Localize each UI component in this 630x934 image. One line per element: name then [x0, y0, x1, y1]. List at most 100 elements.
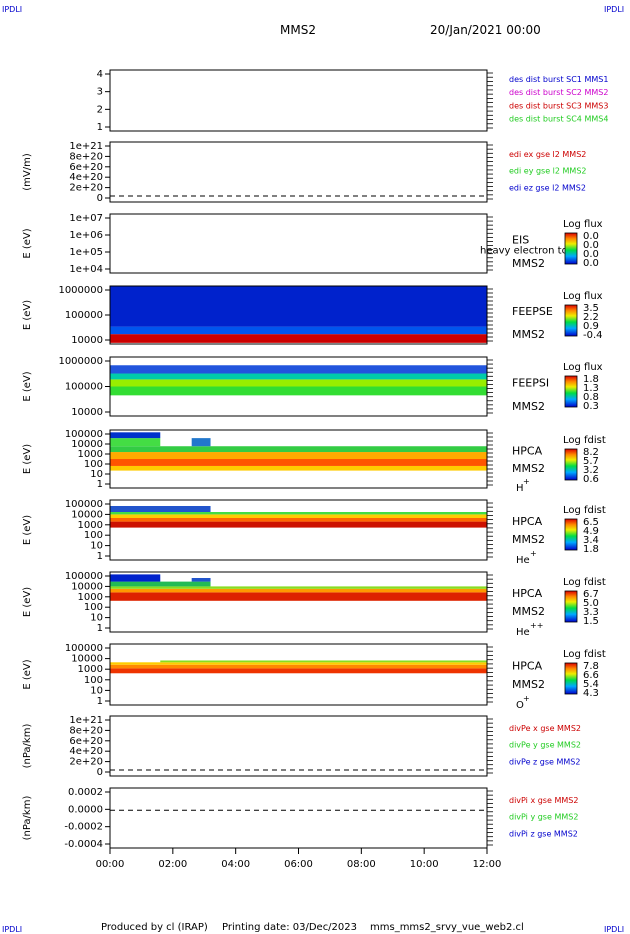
- panel-hpca_o-colorbar: [564, 662, 578, 695]
- panel-hpca_he1-colorbar-tick-3: 1.8: [583, 544, 599, 555]
- panel-hpca_he1-ytick-label-3: 100: [84, 530, 103, 541]
- footer-produced-by: Produced by cl (IRAP): [101, 922, 208, 933]
- panel-hpca_he1-ylabel: E (eV): [22, 515, 33, 545]
- panel-hpca_o-species: O: [516, 700, 524, 711]
- panel-hpca_o-band-1: [110, 664, 487, 669]
- panel-hpca_o-ylabel: E (eV): [22, 659, 33, 689]
- panel-divpe-legend-2: divPe z gse MMS2: [509, 757, 580, 766]
- panel-hpca_o-instrument: HPCA: [512, 660, 543, 673]
- footer-script-name: mms_mms2_srvy_vue_web2.cl: [370, 922, 524, 933]
- panel-eis-colorbar-tick-2: 0.0: [583, 249, 599, 260]
- panel-divpi-ytick-label-3: -0.0004: [64, 839, 103, 850]
- panel-divpe-frame: [109, 715, 488, 777]
- panel-edi-ytick-label-0: 1e+21: [69, 141, 103, 152]
- panel-hpca_he2-species-charge: ++: [530, 621, 543, 630]
- panel-hpca_o-ytick-label-4: 10: [90, 685, 103, 696]
- panel-feepse-ytick-label-2: 10000: [71, 335, 103, 346]
- panel-edi-legend-1: edi ey gse l2 MMS2: [509, 167, 587, 176]
- panel-hpca_he2-colorbar-tick-1: 5.0: [583, 598, 599, 609]
- panel-divpe-ytick-label-0: 1e+21: [69, 715, 103, 726]
- panel-eis-frame: [109, 213, 488, 274]
- panel-eis-ytick-label-2: 1e+05: [69, 247, 103, 258]
- panel-divpe-ytick-label-4: 2e+20: [69, 757, 103, 768]
- panel-burst-legend-3: des dist burst SC4 MMS4: [509, 115, 608, 124]
- panel-hpca_he2-ytick-label-3: 100: [84, 602, 103, 613]
- panel-burst-ytick-label-3: 1: [97, 122, 103, 133]
- panel-divpe-ytick-label-1: 8e+20: [69, 725, 103, 736]
- panel-hpca_h-ylabel: E (eV): [22, 444, 33, 474]
- panel-edi-legend-2: edi ez gse l2 MMS2: [509, 183, 586, 192]
- x-tick-label-4: 08:00: [347, 859, 376, 870]
- panel-eis-ytick-label-1: 1e+06: [69, 230, 103, 241]
- panel-hpca_he1-ytick-label-4: 10: [90, 541, 103, 552]
- panel-hpca_o-ytick-label-3: 100: [84, 675, 103, 686]
- panel-eis-ytick-label-0: 1e+07: [69, 213, 103, 224]
- panel-feepsi-colorbar-tick-0: 1.8: [583, 374, 599, 385]
- panel-eis-overlay: heavy electron to: [480, 246, 568, 257]
- panel-divpe-legend-1: divPe y gse MMS2: [509, 741, 581, 750]
- panel-hpca_he1-colorbar: [564, 518, 578, 551]
- panel-hpca_he2-ytick-label-2: 1000: [78, 592, 103, 603]
- panel-edi-ytick-label-5: 0: [97, 193, 103, 204]
- panel-burst-frame: [109, 69, 488, 132]
- panel-hpca_h-colorbar-tick-1: 5.7: [583, 456, 599, 467]
- panel-hpca_he1-species-charge: +: [530, 549, 537, 558]
- panel-feepsi-colorbar-tick-2: 0.8: [583, 392, 599, 403]
- panel-hpca_h-band-6: [191, 438, 211, 447]
- panel-hpca_he1-spacecraft: MMS2: [512, 533, 545, 546]
- panel-divpi-ytick-label-1: 0.0000: [68, 804, 103, 815]
- panel-hpca_h-ytick-label-0: 100000: [65, 429, 103, 440]
- corner-label-bottom-right: IPDLI: [604, 925, 624, 934]
- panel-hpca_he1-colorbar-tick-1: 4.9: [583, 526, 599, 537]
- panel-hpca_h-colorbar-tick-3: 0.6: [583, 474, 599, 485]
- time-axis: 00:00 02:00 04:00 06:00 08:00 10:00 12:00: [96, 848, 502, 870]
- panel-hpca_h-colorbar-title: Log fdist: [563, 435, 606, 446]
- panel-hpca_h-species-charge: +: [523, 477, 530, 486]
- panel-hpca_he2-colorbar-tick-0: 6.7: [583, 589, 599, 600]
- panel-hpca_he1-ytick-label-1: 10000: [71, 509, 103, 520]
- panel-hpca_h-ytick-label-1: 10000: [71, 439, 103, 450]
- panel-eis-colorbar-tick-3: 0.0: [583, 258, 599, 269]
- panel-feepse: 1000000 100000 10000 E (eV) FEEPSE MMS2 Log fl…: [22, 285, 603, 346]
- panel-divpe-legend-0: divPe x gse MMS2: [509, 724, 581, 733]
- panel-hpca_h-colorbar-tick-0: 8.2: [583, 447, 599, 458]
- panel-divpi-ytick-label-0: 0.0002: [68, 787, 103, 798]
- panel-hpca_h-ytick-label-5: 1: [97, 479, 103, 490]
- panel-divpe-ylabel: (nPa/km): [22, 724, 33, 769]
- panel-eis-spacecraft: MMS2: [512, 257, 545, 270]
- corner-label-bottom-left: IPDLI: [2, 925, 22, 934]
- panel-edi-ytick-label-2: 6e+20: [69, 162, 103, 173]
- panel-eis-colorbar-tick-0: 0.0: [583, 231, 599, 242]
- panel-feepsi: 1000000 100000 10000 E (eV) FEEPSI MMS2 Log fl…: [22, 356, 603, 418]
- panel-divpi-ytick-label-2: -0.0002: [64, 822, 103, 833]
- corner-label-top-left: IPDLI: [2, 5, 22, 14]
- panel-hpca_he2-frame: [109, 571, 488, 633]
- panel-hpca_he1-ytick-label-5: 1: [97, 551, 103, 562]
- panel-divpe-ytick-label-2: 6e+20: [69, 736, 103, 747]
- panel-hpca_he2-band-2: [110, 586, 487, 589]
- x-tick-label-3: 06:00: [284, 859, 313, 870]
- panel-hpca_he1-ytick-label-0: 100000: [65, 499, 103, 510]
- panel-burst-ytick-label-1: 3: [97, 87, 103, 98]
- panel-feepse-band-1: [110, 326, 487, 335]
- panel-feepse-instrument: FEEPSE: [512, 305, 553, 318]
- panel-hpca_he2-ylabel: E (eV): [22, 587, 33, 617]
- panel-hpca_he1-species: He: [516, 555, 530, 566]
- panel-hpca_o-colorbar-tick-2: 5.4: [583, 679, 599, 690]
- footer-printing-date: Printing date: 03/Dec/2023: [222, 922, 357, 933]
- panel-feepsi-instrument: FEEPSI: [512, 377, 549, 390]
- panel-feepse-colorbar-tick-2: 0.9: [583, 321, 599, 332]
- panel-hpca_h-band-5: [110, 432, 161, 439]
- panel-feepsi-ytick-label-0: 1000000: [58, 356, 103, 367]
- panel-edi-frame: [109, 141, 488, 203]
- x-tick-label-6: 12:00: [473, 859, 502, 870]
- panel-hpca_o-frame: [109, 643, 488, 706]
- panel-eis-ylabel: E (eV): [22, 228, 33, 258]
- panel-feepse-band-0: [110, 334, 487, 343]
- panel-hpca_he2-band-4: [110, 574, 161, 582]
- panel-hpca_o-species-charge: +: [523, 694, 530, 703]
